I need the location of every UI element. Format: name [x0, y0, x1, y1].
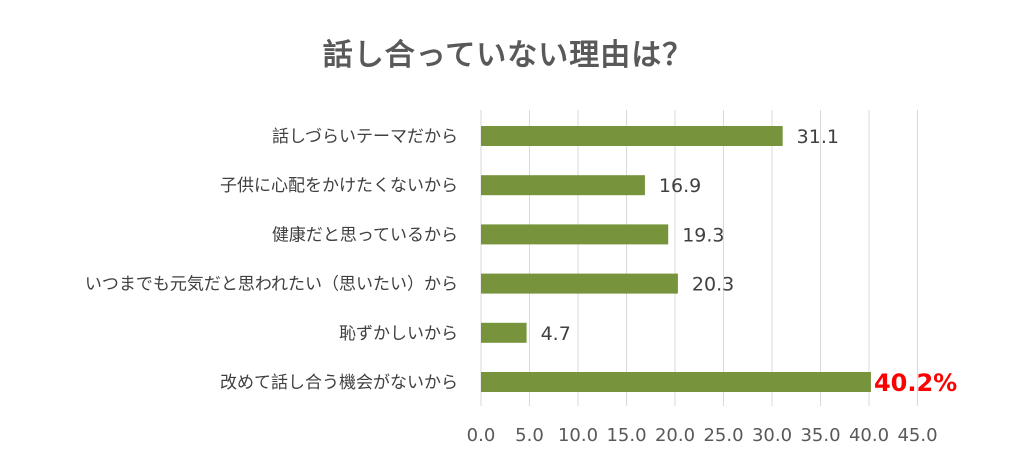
category-label: 子供に心配をかけたくないから	[220, 176, 458, 196]
category-label: 話しづらいテーマだから	[272, 127, 458, 147]
x-tick-label: 35.0	[800, 425, 840, 446]
value-label: 19.3	[682, 224, 724, 246]
value-label: 16.9	[659, 175, 701, 197]
value-label: 4.7	[541, 323, 571, 345]
category-label: 恥ずかしいから	[339, 324, 458, 344]
x-tick-label: 15.0	[606, 425, 646, 446]
x-tick-label: 25.0	[703, 425, 743, 446]
x-tick-label: 20.0	[655, 425, 695, 446]
category-label: 健康だと思っているから	[272, 225, 458, 245]
chart-title: 話し合っていない理由は？	[322, 38, 694, 73]
highlight-value-label: 40.2%	[874, 369, 957, 397]
value-label: 31.1	[797, 126, 839, 148]
x-tick-label: 10.0	[558, 425, 598, 446]
x-tick-label: 30.0	[752, 425, 792, 446]
value-label: 20.3	[692, 274, 734, 296]
bar	[481, 372, 871, 392]
gridlines	[480, 110, 918, 406]
bar	[481, 273, 678, 294]
x-tick-label: 0.0	[467, 425, 496, 446]
bars	[481, 126, 871, 392]
category-label: いつまでも元気だと思われたい（思いたい）から	[85, 275, 458, 295]
bar	[481, 175, 645, 196]
bar	[481, 224, 669, 245]
x-tick-label: 40.0	[849, 425, 889, 446]
bar	[481, 126, 783, 146]
x-tick-label: 45.0	[897, 425, 937, 446]
bar	[481, 322, 527, 343]
category-label: 改めて話し合う機会がないから	[220, 373, 458, 393]
labels: 0.0 5.0 10.0 15.0 20.0 25.0 30.0 35.0 40.0 45.0 話し…	[85, 126, 957, 446]
x-tick-label: 5.0	[515, 425, 544, 446]
